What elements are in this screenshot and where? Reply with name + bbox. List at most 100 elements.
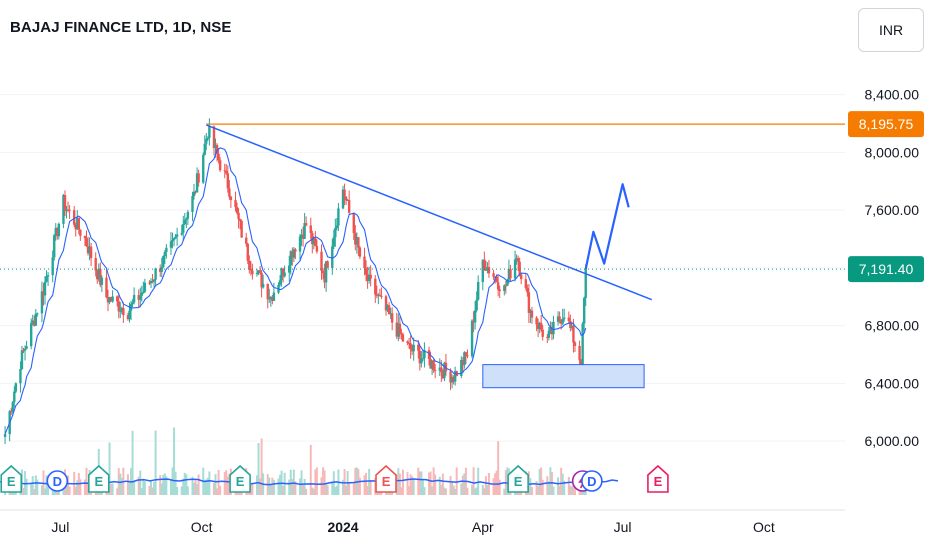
candle [139,295,142,300]
volume-bar [472,467,475,495]
volume-bar [431,486,434,495]
candle [298,236,302,252]
volume-bar [76,480,79,495]
volume-bar [408,486,411,495]
volume-bar [205,479,208,495]
volume-bar [289,469,292,495]
y-tick-label: 8,400.00 [865,87,920,103]
volume-bar [217,470,220,495]
volume-bar [560,467,563,495]
volume-bar [540,467,543,495]
candle [160,267,163,272]
dividend-icon [581,470,603,492]
candle [312,238,316,245]
candle [76,217,79,230]
volume-bar [65,478,68,495]
last-price-tag [848,256,924,283]
volume-bar [303,478,306,495]
candle [77,217,81,230]
candle [162,256,165,268]
event-letter: D [53,474,62,489]
candle [334,227,337,238]
event-marker-earnings-miss: E [375,464,397,493]
volume-bar [429,471,432,495]
ma-line [4,147,587,435]
volume-bar [34,475,37,495]
volume-bar [541,479,544,495]
candle [214,144,217,148]
candle [226,173,230,189]
volume-bar [193,482,196,495]
volume-bar [259,478,262,495]
candle [151,280,154,282]
volume-bar [51,488,54,495]
volume-bar [85,467,88,495]
candle [46,275,50,277]
x-tick-label: Jul [614,519,632,535]
candle [140,292,143,296]
volume-bar [569,485,572,495]
candle [324,261,328,283]
candle [235,207,239,213]
volume-bar [325,483,328,495]
candle [481,259,485,282]
candle [331,246,334,268]
candle [407,342,411,344]
volume-bar [131,430,134,495]
candle [171,239,174,242]
y-tick-label: 6,400.00 [865,375,920,391]
volume-bar [128,480,131,495]
candle [398,323,402,334]
candle [386,305,389,311]
volume-bar [320,477,323,495]
candle [492,273,495,277]
candle [450,377,454,383]
volume-bar [139,470,142,495]
candle [54,228,57,236]
candle [536,324,540,329]
volume-bar [466,487,469,495]
earnings-icon [507,464,529,493]
volume-bar [369,480,372,495]
candle [406,341,409,343]
candle [22,350,25,352]
candle [223,170,226,172]
candle [152,279,156,282]
candle [62,195,65,224]
volume-bar [411,476,414,495]
event-letter: E [236,474,245,489]
volume-bar [137,476,140,495]
candle [109,297,113,302]
candle [397,323,400,337]
candle [100,277,104,285]
volume-bar [483,488,486,495]
event-letter: E [514,474,523,489]
volume-bar [481,485,484,495]
volume-bar [272,479,275,495]
candle [378,294,382,296]
candle [120,307,124,311]
y-tick-label: 6,000.00 [865,433,920,449]
candle [335,225,339,228]
candle [460,359,463,376]
candle [172,238,176,240]
candle [550,327,554,335]
volume-bar [30,483,33,495]
candle [539,322,543,330]
candle [126,315,130,320]
candle [31,320,34,324]
candle [440,367,443,373]
candle [412,344,415,352]
volume-bar [434,474,437,495]
candle [132,295,136,303]
candle [570,326,574,329]
volume-bar [530,487,533,495]
candle [321,270,325,274]
currency-button[interactable]: INR [858,8,924,52]
candle [449,371,452,383]
volume-bar [309,444,312,495]
candle [288,265,291,273]
moving-average [4,147,587,435]
y-tick-label: 8,000.00 [865,144,920,160]
